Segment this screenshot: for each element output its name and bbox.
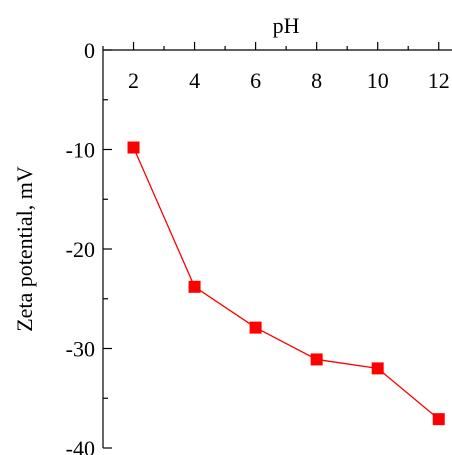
x-axis-title: pH: [273, 13, 300, 38]
y-tick-label: -10: [66, 138, 95, 163]
x-tick-label: 8: [311, 68, 322, 93]
x-tick-label: 4: [189, 68, 200, 93]
series-line: [132, 147, 440, 420]
data-point: [188, 280, 201, 293]
data-point: [249, 321, 262, 334]
y-tick-label: -30: [66, 337, 95, 362]
y-axis-title: Zeta potential, mV: [12, 166, 37, 332]
x-ticks: 2 4 6 8 10 12: [102, 42, 450, 93]
x-tick-label: 2: [128, 68, 139, 93]
x-tick-label: 10: [367, 68, 389, 93]
y-tick-label: -40: [66, 436, 95, 455]
y-ticks: 0 -10 -20 -30 -40: [66, 38, 112, 455]
x-tick-label: 6: [250, 68, 261, 93]
data-point: [371, 362, 384, 375]
y-tick-label: 0: [84, 38, 95, 63]
x-tick-label: 12: [428, 68, 450, 93]
y-tick-label: -20: [66, 237, 95, 262]
data-point: [432, 413, 445, 426]
data-point: [127, 141, 140, 154]
data-point: [310, 353, 323, 366]
series-layer: [127, 141, 445, 426]
